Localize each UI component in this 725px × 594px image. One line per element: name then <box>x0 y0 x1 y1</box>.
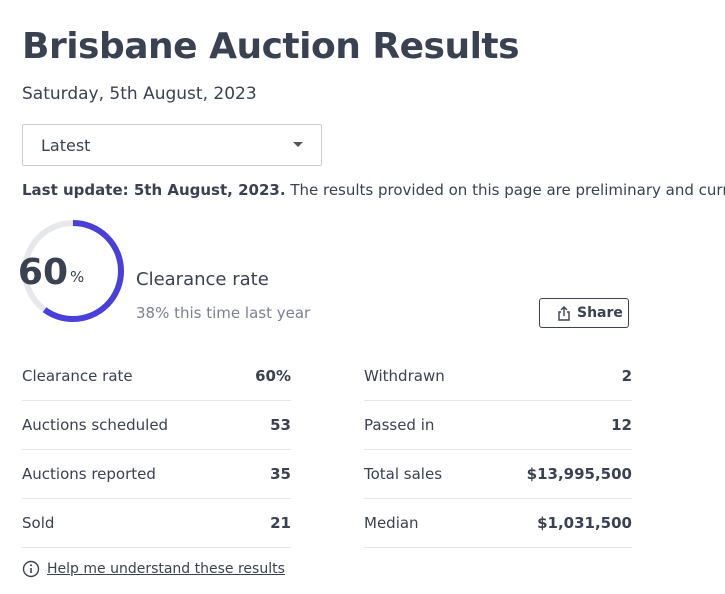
page-title: Brisbane Auction Results <box>22 26 520 67</box>
stat-value: $1,031,500 <box>537 514 632 532</box>
stat-value: 12 <box>611 416 632 434</box>
stat-value: 60% <box>255 367 291 385</box>
stat-row: Auctions reported 35 <box>22 449 291 499</box>
info-icon <box>22 560 40 578</box>
stat-label: Total sales <box>364 465 443 483</box>
gauge-unit: % <box>70 268 84 286</box>
help-link[interactable]: Help me understand these results <box>47 561 285 577</box>
dropdown-value: Latest <box>41 136 91 155</box>
stat-value: 2 <box>621 367 632 385</box>
date: Saturday, 5th August, 2023 <box>22 84 257 104</box>
stat-label: Withdrawn <box>364 367 445 385</box>
caret <box>293 142 303 147</box>
stat-row: Sold 21 <box>22 498 291 548</box>
stat-row: Withdrawn 2 <box>364 351 632 401</box>
gauge-value: 60 <box>18 252 68 293</box>
update-note: Last update: 5th August, 2023. The resul… <box>22 181 725 199</box>
stat-value: $13,995,500 <box>526 465 632 483</box>
share-icon <box>558 306 570 321</box>
stat-value: 21 <box>270 514 291 532</box>
share-label: Share <box>577 305 623 321</box>
stat-row: Auctions scheduled 53 <box>22 400 291 450</box>
stat-label: Passed in <box>364 416 435 434</box>
help[interactable]: Help me understand these results <box>22 560 285 582</box>
stat-label: Sold <box>22 514 55 532</box>
share-button[interactable]: Share <box>539 298 629 328</box>
comparison: 38% this time last year <box>136 304 311 322</box>
stat-row: Total sales $13,995,500 <box>364 449 632 499</box>
stat-label: Auctions reported <box>22 465 156 483</box>
stat-row: Clearance rate 60% <box>22 351 291 401</box>
stat-label: Clearance rate <box>22 367 133 385</box>
stat-label: Median <box>364 514 419 532</box>
clearance-label: Clearance rate <box>136 269 269 290</box>
stat-value: 35 <box>270 465 291 483</box>
gauge-arc <box>22 220 124 322</box>
update-bold: Last update: 5th August, 2023. <box>22 181 286 199</box>
dropdown[interactable]: Latest <box>22 124 322 166</box>
stat-value: 53 <box>270 416 291 434</box>
gauge: 60 % <box>18 220 124 322</box>
update-text: The results provided on this page are pr… <box>290 181 725 199</box>
stat-label: Auctions scheduled <box>22 416 169 434</box>
stat-row: Passed in 12 <box>364 400 632 450</box>
stat-row: Median $1,031,500 <box>364 498 632 548</box>
